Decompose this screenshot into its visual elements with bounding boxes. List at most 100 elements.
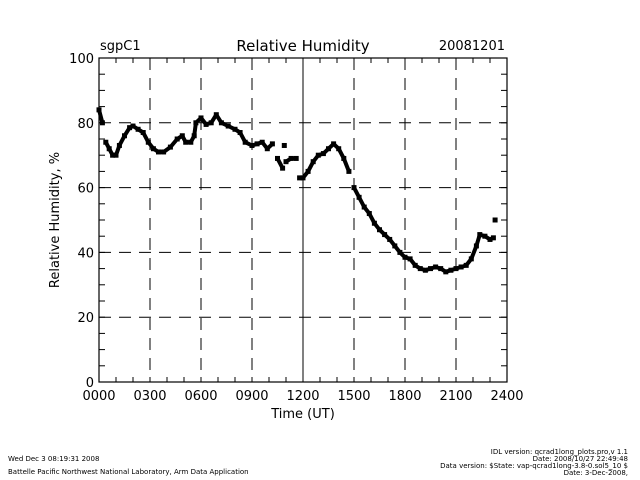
rh-data-point [193, 120, 199, 126]
y-tick-label: 80 [77, 117, 94, 132]
rh-data-point [341, 155, 347, 161]
rh-data-point [135, 126, 141, 132]
rh-data-point [264, 146, 270, 152]
rh-data-point [161, 149, 167, 155]
rh-data-point [463, 262, 469, 268]
rh-data-point [371, 220, 377, 226]
rh-data-point [492, 217, 498, 223]
rh-data-point [103, 139, 109, 145]
y-axis-label: Relative Humidity, % [48, 152, 63, 288]
rh-data-point [116, 142, 122, 148]
rh-data-point [110, 152, 116, 158]
rh-data-point [179, 133, 185, 139]
rh-data-point [254, 141, 260, 147]
footer-idl-version: IDL version: qcrad1long_plots.pro,v 1.1 [490, 448, 628, 456]
rh-data-point [346, 168, 352, 174]
plot-frame [98, 57, 508, 383]
rh-data-point [366, 211, 372, 217]
rh-data-point [183, 139, 189, 145]
rh-data-point [412, 262, 418, 268]
rh-data-point [213, 112, 219, 118]
rh-data-point [433, 264, 439, 270]
x-tick-label: 0900 [235, 389, 268, 404]
rh-data-point [167, 144, 173, 150]
rh-data-point [417, 266, 423, 272]
rh-data-point [490, 235, 496, 241]
chart-title: Relative Humidity [236, 37, 369, 55]
rh-data-point [280, 165, 286, 171]
rh-data-point [453, 266, 459, 272]
rh-data-point [482, 233, 488, 239]
rh-data-point [331, 141, 337, 147]
rh-data-point [242, 139, 248, 145]
y-tick-label: 40 [77, 246, 94, 261]
rh-data-point [336, 146, 342, 152]
rh-data-point [448, 267, 454, 273]
rh-data-point [145, 139, 151, 145]
rh-data-point [174, 136, 180, 142]
rh-data-point [188, 139, 194, 145]
footer-timestamp: Wed Dec 3 08:19:31 2008 [8, 455, 100, 463]
x-tick-label: 0600 [184, 389, 217, 404]
rh-data-point [477, 232, 483, 238]
rh-data-point [232, 126, 238, 132]
rh-data-point [438, 266, 444, 272]
rh-data-point [288, 155, 294, 161]
rh-data-point [392, 243, 398, 249]
rh-data-point [310, 159, 316, 165]
rh-data-point [269, 141, 275, 147]
rh-data-point [300, 175, 306, 181]
rh-data-point [198, 115, 204, 121]
footer-data-date: Date: 3-Dec-2008, [563, 469, 628, 477]
rh-data-point [275, 155, 280, 161]
rh-data-point [326, 146, 331, 152]
x-tick-label: 1500 [337, 389, 370, 404]
rh-data-point [203, 121, 209, 127]
rh-data-point [382, 232, 388, 238]
x-tick-label: 2400 [490, 389, 523, 404]
rh-data-point [361, 204, 367, 210]
rh-data-point [122, 133, 127, 139]
rh-data-point [468, 256, 474, 262]
rh-data-point [130, 123, 136, 129]
x-tick-label: 1200 [286, 389, 319, 404]
rh-data-point [315, 152, 321, 158]
rh-data-point [127, 125, 133, 131]
rh-data-point [387, 236, 393, 242]
rh-data-point [356, 194, 362, 200]
rh-data-point [150, 146, 156, 152]
rh-data-point [259, 139, 265, 145]
rh-data-point [140, 130, 146, 136]
date-label: 20081201 [439, 39, 505, 54]
rh-data-point [113, 152, 119, 158]
rh-data-point [443, 269, 449, 275]
rh-data-point [237, 130, 243, 136]
rh-data-point [458, 264, 464, 270]
rh-data-point [156, 149, 161, 155]
y-tick-label: 60 [77, 182, 94, 197]
rh-data-point [293, 155, 299, 161]
footer-idl-date: Date: 2008/10/27 22:49:48 [532, 455, 628, 463]
rh-data-point [473, 243, 479, 249]
rh-data-point [422, 267, 428, 273]
footer-data-version: Data version: $State: vap-qcrad1long-3.8… [440, 462, 628, 470]
rh-data-point [397, 249, 403, 255]
rh-data-point [106, 146, 112, 152]
x-tick-label: 0300 [133, 389, 166, 404]
x-tick-label: 2100 [439, 389, 472, 404]
rh-data-point [191, 133, 197, 139]
rh-series-line [99, 110, 495, 272]
rh-data-point [377, 227, 382, 233]
rh-data-point [249, 142, 255, 148]
y-tick-label: 0 [86, 376, 94, 391]
rh-data-point [407, 256, 413, 262]
site-label: sgpC1 [100, 39, 141, 54]
rh-data-point [281, 142, 287, 148]
rh-data-point [208, 120, 214, 126]
rh-data-point [402, 254, 408, 260]
rh-data-point [351, 185, 357, 191]
footer-organization: Battelle Pacific Northwest National Labo… [8, 468, 249, 476]
y-tick-label: 20 [77, 311, 94, 326]
rh-data-point [320, 151, 326, 157]
